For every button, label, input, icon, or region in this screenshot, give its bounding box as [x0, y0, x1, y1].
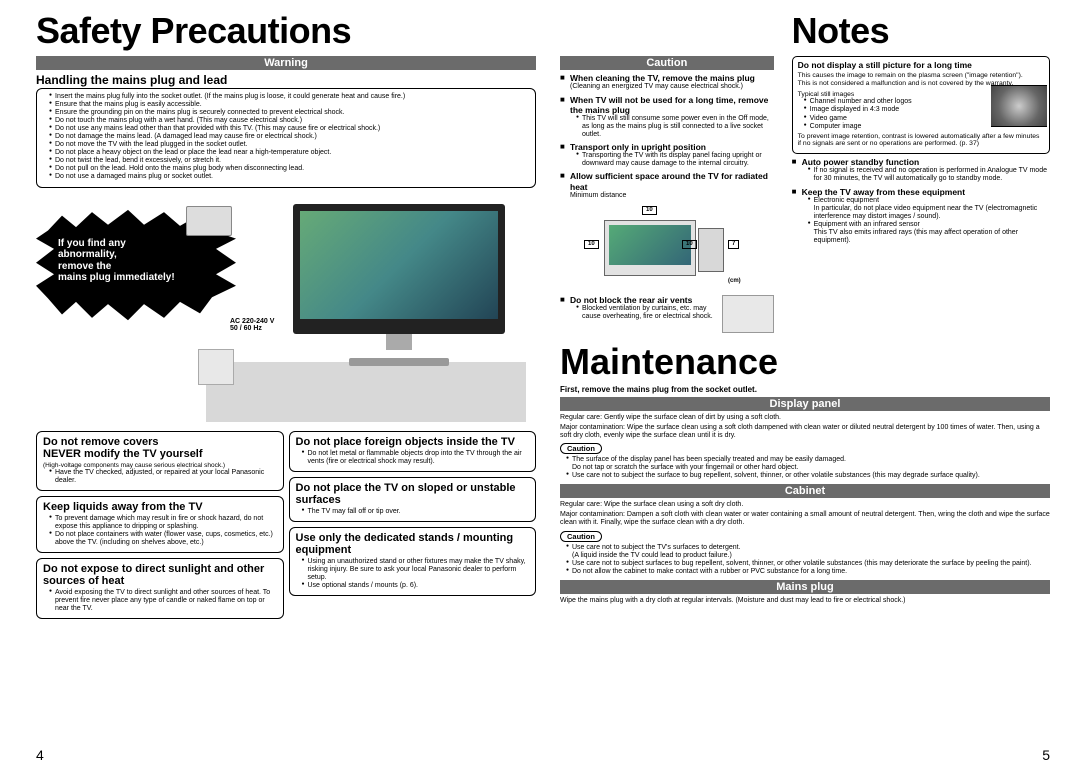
- list-item: Use care not to subject surfaces to bug …: [566, 560, 1050, 568]
- list-item: Ensure the grounding pin on the mains pl…: [49, 109, 529, 117]
- mainsplug-p1: Wipe the mains plug with a dry cloth at …: [560, 597, 1050, 605]
- caution-banner: Caution: [560, 56, 774, 70]
- safety-title: Safety Precautions: [36, 10, 536, 52]
- list-item: Do not place containers with water (flow…: [49, 531, 277, 547]
- box-heading: Do not place foreign objects inside the …: [296, 436, 530, 448]
- maint-first-line: First, remove the mains plug from the so…: [560, 385, 1050, 394]
- page-left: Safety Precautions Warning Handling the …: [36, 10, 536, 745]
- list-item: Image displayed in 4:3 mode: [804, 106, 1044, 114]
- caution-item: When TV will not be used for a long time…: [560, 95, 774, 140]
- retention-p1: This causes the image to remain on the p…: [798, 72, 1044, 80]
- burst-text: If you find any abnormality, remove the …: [58, 238, 175, 284]
- cabinet-caution-tag: Caution: [560, 531, 602, 542]
- list-item: Use care not to subject the TV's surface…: [566, 544, 1050, 560]
- caution-item: When cleaning the TV, remove the mains p…: [560, 73, 774, 92]
- list-item: Avoid exposing the TV to direct sunlight…: [49, 589, 277, 613]
- list-item: Do not use a damaged mains plug or socke…: [49, 173, 529, 181]
- list-item: Use optional stands / mounts (p. 6).: [302, 582, 530, 590]
- ac-label: AC 220-240 V 50 / 60 Hz: [230, 318, 274, 332]
- tv-illustration: [288, 204, 510, 364]
- page-right: Caution When cleaning the TV, remove the…: [560, 10, 1050, 745]
- mains-box: Insert the mains plug fully into the soc…: [36, 88, 536, 188]
- cabinet-p2: Major contamination: Dampen a soft cloth…: [560, 511, 1050, 528]
- list-item: Channel number and other logos: [804, 98, 1044, 106]
- box-heading: Do not expose to direct sunlight and oth…: [43, 563, 277, 587]
- list-item: Use care not to subject the surface to b…: [566, 472, 1050, 480]
- list-item: Do not let metal or flammable objects dr…: [302, 450, 530, 466]
- min-distance-label: Minimum distance: [570, 192, 774, 200]
- list-item: Computer image: [804, 123, 1044, 131]
- table-surface: [206, 362, 526, 422]
- caution-item: Allow sufficient space around the TV for…: [560, 171, 774, 292]
- notes-title: Notes: [792, 10, 1050, 52]
- warning-box: Do not remove covers NEVER modify the TV…: [36, 431, 284, 491]
- caution-item: Transport only in upright positionTransp…: [560, 142, 774, 168]
- list-item: Do not touch the mains plug with a wet h…: [49, 117, 529, 125]
- illustration-area: If you find any abnormality, remove the …: [36, 194, 536, 427]
- list-item: Blocked ventilation by curtains, etc. ma…: [576, 305, 774, 321]
- box-heading: Do not remove covers NEVER modify the TV…: [43, 436, 277, 460]
- warning-box: Do not expose to direct sunlight and oth…: [36, 558, 284, 619]
- wall-socket-icon: [198, 349, 234, 385]
- list-item: Do not pull on the lead. Hold onto the m…: [49, 165, 529, 173]
- display-p1: Regular care: Gently wipe the surface cl…: [560, 414, 1050, 422]
- list-item: Do not use any mains lead other than tha…: [49, 125, 529, 133]
- caution-column: Caution When cleaning the TV, remove the…: [560, 10, 774, 333]
- retention-p3: To prevent image retention, contrast is …: [798, 133, 1044, 149]
- list-item: Do not twist the lead, bend it excessive…: [49, 157, 529, 165]
- box-heading: Use only the dedicated stands / mounting…: [296, 532, 530, 556]
- warning-box: Do not place foreign objects inside the …: [289, 431, 537, 472]
- clearance-diagram: 1010107(cm): [580, 202, 740, 292]
- outlet-icon: [186, 206, 232, 236]
- list-item: Equipment with an infrared sensor This T…: [808, 221, 1050, 245]
- page-number-left: 4: [36, 747, 44, 763]
- paren-text: (High-voltage components may cause serio…: [43, 462, 277, 469]
- display-p2: Major contamination: Wipe the surface cl…: [560, 424, 1050, 441]
- list-item: The surface of the display panel has bee…: [566, 456, 1050, 472]
- cabinet-banner: Cabinet: [560, 484, 1050, 498]
- list-item: If no signal is received and no operatio…: [808, 167, 1050, 183]
- box-heading: Keep liquids away from the TV: [43, 501, 277, 513]
- warning-box: Do not place the TV on sloped or unstabl…: [289, 477, 537, 522]
- mains-head: Handling the mains plug and lead: [36, 73, 536, 87]
- list-item: This TV will still consume some power ev…: [576, 115, 774, 139]
- list-item: Do not damage the mains lead. (A damaged…: [49, 133, 529, 141]
- mainsplug-banner: Mains plug: [560, 580, 1050, 594]
- display-caution-tag: Caution: [560, 443, 602, 454]
- caution-item: Do not block the rear air ventsBlocked v…: [560, 295, 774, 321]
- list-item: Do not move the TV with the lead plugged…: [49, 141, 529, 149]
- notes-column: Notes Do not display a still picture for…: [792, 10, 1050, 333]
- display-panel-banner: Display panel: [560, 397, 1050, 411]
- retention-head: Do not display a still picture for a lon…: [798, 60, 1044, 70]
- maintenance-title: Maintenance: [560, 341, 1050, 383]
- page-number-right: 5: [1042, 747, 1050, 763]
- warning-box: Keep liquids away from the TV To prevent …: [36, 496, 284, 553]
- list-item: The TV may fall off or tip over.: [302, 508, 530, 516]
- list-item: Insert the mains plug fully into the soc…: [49, 93, 529, 101]
- notes-item: Keep the TV away from these equipmentEle…: [792, 187, 1050, 245]
- list-item: Do not allow the cabinet to make contact…: [566, 568, 1050, 576]
- image-retention-box: Do not display a still picture for a lon…: [792, 56, 1050, 154]
- list-item: Transporting the TV with its display pan…: [576, 152, 774, 168]
- list-item: Have the TV checked, adjusted, or repair…: [49, 469, 277, 485]
- warning-banner: Warning: [36, 56, 536, 70]
- cabinet-p1: Regular care: Wipe the surface clean usi…: [560, 501, 1050, 509]
- box-heading: Do not place the TV on sloped or unstabl…: [296, 482, 530, 506]
- lower-warning-boxes: Do not remove covers NEVER modify the TV…: [36, 431, 536, 625]
- notes-item: Auto power standby functionIf no signal …: [792, 157, 1050, 183]
- list-item: Electronic equipment In particular, do n…: [808, 197, 1050, 221]
- list-item: Video game: [804, 115, 1044, 123]
- warning-box: Use only the dedicated stands / mounting…: [289, 527, 537, 596]
- list-item: Using an unauthorized stand or other fix…: [302, 558, 530, 582]
- list-item: Do not place a heavy object on the lead …: [49, 149, 529, 157]
- list-item: Ensure that the mains plug is easily acc…: [49, 101, 529, 109]
- sub-text: (Cleaning an energized TV may cause elec…: [570, 83, 774, 91]
- list-item: To prevent damage which may result in fi…: [49, 515, 277, 531]
